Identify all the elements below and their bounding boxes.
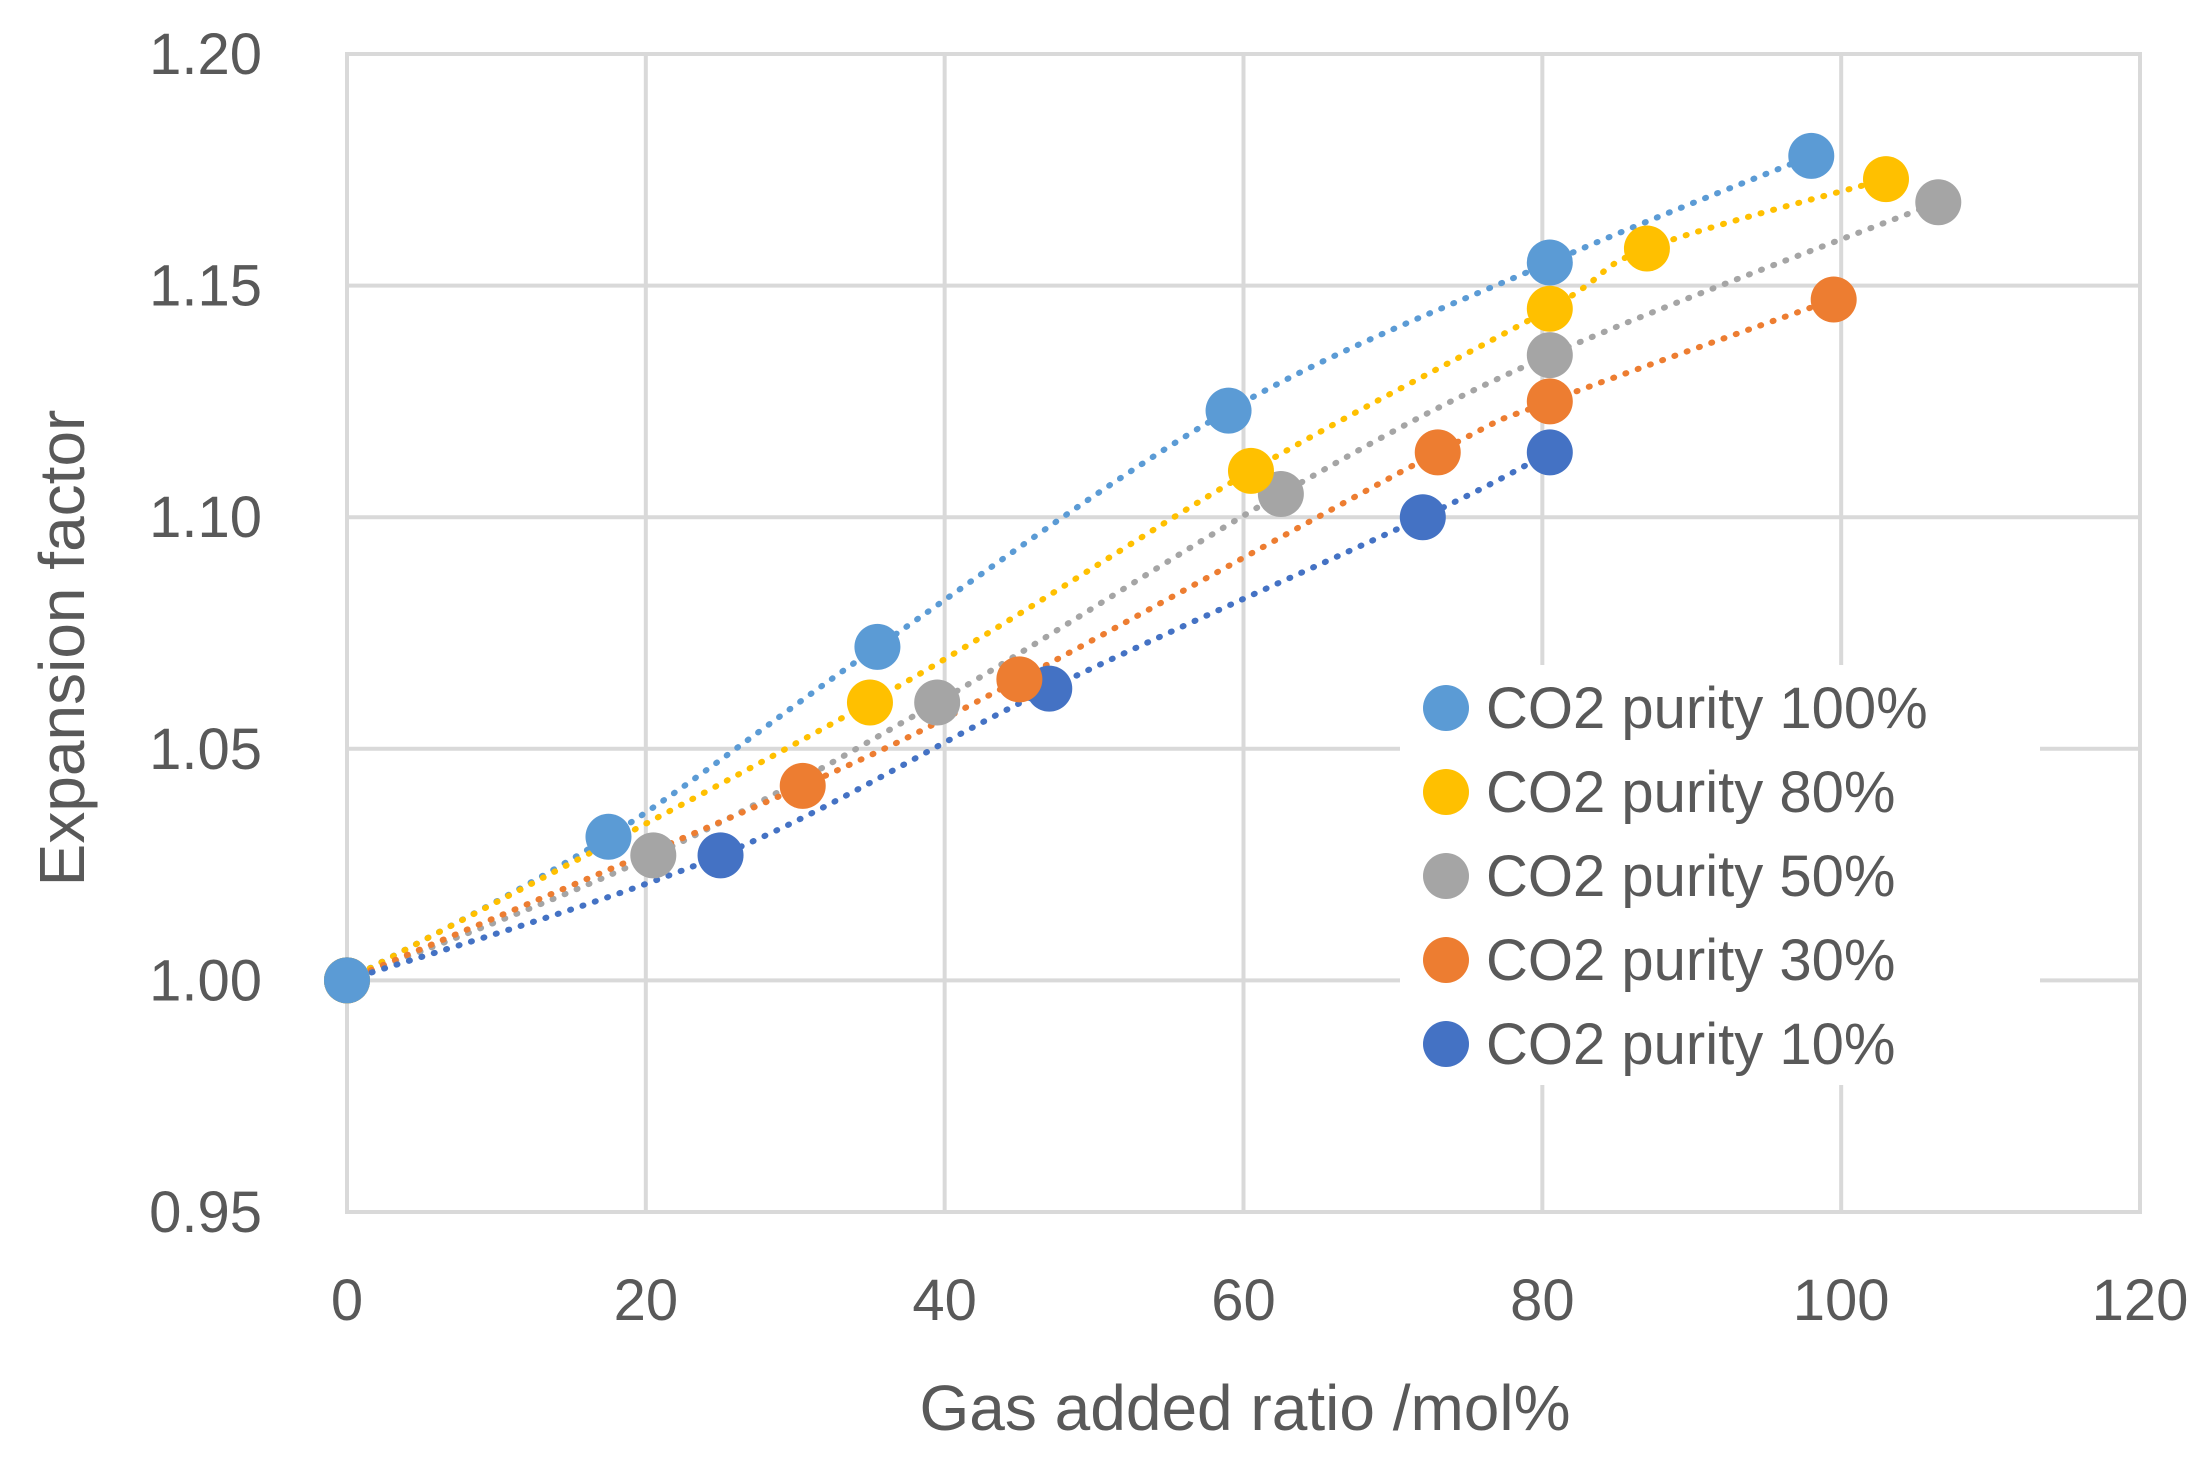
legend: CO2 purity 100% CO2 purity 80% CO2 purity … [1400,665,2040,1085]
legend-label-2: CO2 purity 50% [1486,844,1895,909]
data-point-series-0-4 [1526,239,1573,286]
data-point-series-0-5 [1788,132,1835,179]
data-point-series-1-3 [1526,285,1573,332]
data-point-series-4-1 [697,832,744,879]
tick-labels: 0 20 40 60 80 100 120 0.95 1.00 1.05 1.10 1.15 1.20 [149,22,2188,1333]
y-tick-label: 0.95 [149,1180,262,1245]
data-point-series-0-3 [1205,387,1252,434]
x-tick-label: 0 [331,1268,363,1333]
legend-marker-4 [1423,1021,1469,1067]
data-point-series-3-3 [1414,429,1461,476]
legend-marker-1 [1423,769,1469,815]
x-tick-label: 60 [1211,1268,1276,1333]
legend-marker-0 [1423,685,1469,731]
data-point-series-4-3 [1399,494,1446,541]
data-point-series-2-2 [914,679,961,726]
data-point-series-0-1 [585,813,632,860]
x-tick-label: 80 [1510,1268,1575,1333]
data-point-series-3-4 [1526,378,1573,425]
legend-label-4: CO2 purity 10% [1486,1012,1895,1077]
y-tick-label: 1.10 [149,485,262,550]
data-point-series-3-5 [1810,276,1857,323]
data-point-series-2-5 [1915,179,1962,226]
legend-background [1400,665,2040,1085]
x-tick-label: 120 [2092,1268,2189,1333]
trend-line-series-3 [344,296,1837,984]
data-points [324,132,1962,1004]
data-point-series-0-0 [324,957,370,1004]
x-tick-label: 40 [912,1268,977,1333]
data-point-series-1-1 [846,679,893,726]
data-point-series-1-2 [1227,447,1274,494]
legend-marker-2 [1423,853,1469,899]
trend-line-series-2 [344,199,1942,984]
data-point-series-3-1 [779,762,826,809]
y-tick-label: 1.00 [149,948,262,1013]
y-tick-label: 1.20 [149,22,262,87]
data-point-series-0-2 [854,623,901,670]
grid [345,52,2142,1214]
data-point-series-2-1 [630,832,677,879]
data-point-series-1-4 [1623,225,1670,272]
legend-label-3: CO2 purity 30% [1486,928,1895,993]
legend-marker-3 [1423,937,1469,983]
legend-label-1: CO2 purity 80% [1486,760,1895,825]
data-point-series-3-2 [996,656,1043,703]
x-axis-title: Gas added ratio /mol% [920,1372,1571,1444]
x-tick-label: 100 [1793,1268,1890,1333]
y-tick-label: 1.15 [149,254,262,319]
data-point-series-4-4 [1526,429,1573,476]
legend-label-0: CO2 purity 100% [1486,676,1928,741]
plot-area-border [345,52,2142,1214]
x-tick-label: 20 [614,1268,679,1333]
y-axis-title: Expansion factor [26,410,98,887]
data-point-series-1-5 [1862,156,1909,203]
data-point-series-2-4 [1526,332,1573,379]
y-tick-label: 1.05 [149,717,262,782]
